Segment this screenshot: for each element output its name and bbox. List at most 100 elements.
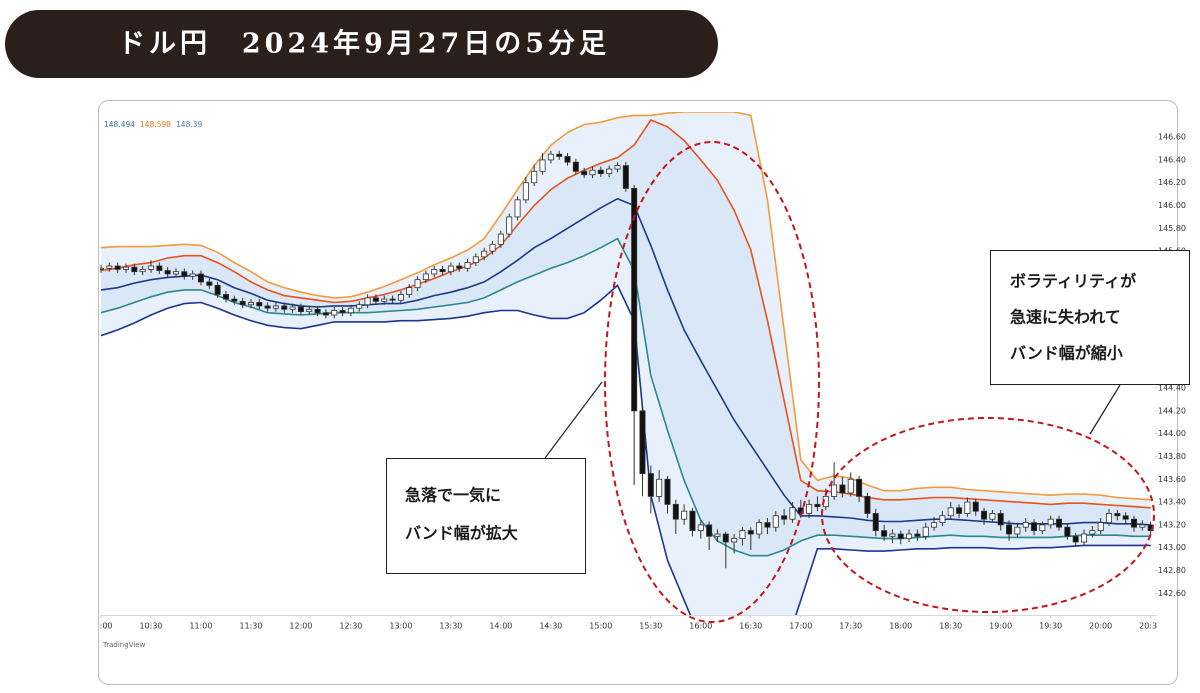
- candle-body: [764, 522, 771, 528]
- candle-body: [547, 153, 554, 161]
- y-tick-label: 146.00: [1158, 201, 1186, 210]
- candle-body: [464, 262, 471, 269]
- candle-body: [631, 188, 638, 412]
- candle-body: [956, 507, 963, 514]
- x-tick-label: 15:30: [639, 622, 662, 631]
- candle-body: [997, 513, 1004, 526]
- x-tick-label: 14:00: [489, 622, 512, 631]
- annotation-box: [386, 458, 586, 574]
- candle-body: [364, 297, 371, 306]
- candle-body: [156, 265, 163, 271]
- y-tick-label: 146.20: [1158, 178, 1186, 187]
- y-tick-label: 143.60: [1158, 475, 1186, 484]
- annotation-text: バンド幅が拡大: [405, 524, 518, 543]
- callout-line: [544, 381, 603, 459]
- candle-body: [256, 302, 263, 307]
- candle-body: [406, 287, 413, 295]
- candle-body: [831, 484, 838, 497]
- candle-body: [781, 515, 788, 520]
- candle-body: [806, 503, 813, 514]
- candle-body: [281, 305, 288, 310]
- highlight-ellipse: [821, 417, 1155, 613]
- candle-body: [597, 169, 604, 174]
- legend: 148.494 148.598 148.39: [104, 120, 203, 129]
- candle-body: [772, 515, 779, 528]
- y-tick-label: 145.80: [1158, 224, 1186, 233]
- candle-body: [139, 269, 146, 273]
- candle-body: [381, 298, 388, 302]
- x-tick-label: 16:30: [739, 622, 762, 631]
- y-tick-label: 143.20: [1158, 520, 1186, 529]
- candle-body: [239, 300, 246, 306]
- candle-body: [397, 294, 404, 301]
- candle-body: [100, 267, 105, 270]
- band-line: [100, 197, 1151, 526]
- candle-body: [264, 305, 271, 309]
- candle-body: [839, 484, 846, 494]
- candle-body: [147, 265, 154, 270]
- candle-body: [206, 281, 213, 286]
- candle-body: [331, 310, 338, 316]
- candle-body: [964, 501, 971, 514]
- candle-body: [506, 216, 513, 235]
- legend-value: 148.39: [176, 120, 202, 129]
- x-tick-label: 11:00: [189, 622, 212, 631]
- candle-body: [714, 533, 721, 537]
- band-fill: [101, 119, 1151, 556]
- candle-body: [272, 305, 279, 309]
- candle-body: [1131, 518, 1138, 528]
- candle-body: [106, 265, 113, 269]
- candle-body: [939, 515, 946, 524]
- candle-body: [389, 298, 396, 301]
- candle-body: [581, 170, 588, 176]
- candle-body: [131, 266, 138, 273]
- candle-body: [872, 513, 879, 531]
- candle-body: [297, 306, 304, 313]
- candle-body: [1106, 513, 1113, 524]
- candle-body: [247, 302, 254, 306]
- candle-body: [1022, 522, 1029, 528]
- candle-body: [181, 271, 188, 277]
- annotation-text: ボラティリティが: [1010, 272, 1136, 291]
- candle-body: [422, 273, 429, 281]
- candle-body: [789, 507, 796, 520]
- y-tick-label: 144.20: [1158, 406, 1186, 415]
- candle-body: [981, 510, 988, 520]
- y-tick-label: 143.80: [1158, 452, 1186, 461]
- candle-body: [847, 478, 854, 494]
- y-tick-label: 146.60: [1158, 133, 1186, 142]
- candle-body: [1139, 524, 1146, 528]
- x-tick-label: 18:00: [889, 622, 912, 631]
- candle-body: [689, 510, 696, 531]
- x-tick-label: 13:00: [389, 622, 412, 631]
- y-tick-label: 142.60: [1158, 589, 1186, 598]
- candle-body: [614, 165, 621, 170]
- candle-body: [931, 522, 938, 528]
- y-tick-label: 144.00: [1158, 429, 1186, 438]
- candle-body: [972, 501, 979, 512]
- candle-body: [681, 510, 688, 520]
- candle-body: [197, 273, 204, 283]
- candle-body: [114, 265, 121, 270]
- candle-body: [572, 161, 579, 172]
- callout-line: [1089, 384, 1121, 435]
- y-tick-label: 143.40: [1158, 498, 1186, 507]
- x-tick-label: 17:30: [839, 622, 862, 631]
- candle-body: [889, 533, 896, 537]
- candle-body: [814, 503, 821, 508]
- candle-body: [1122, 515, 1129, 520]
- x-tick-label: 10:30: [139, 622, 162, 631]
- candle-body: [947, 507, 954, 517]
- candle-body: [864, 495, 871, 514]
- candle-body: [231, 298, 238, 302]
- candle-body: [1097, 522, 1104, 531]
- candle-body: [1114, 513, 1121, 517]
- candle-body: [164, 270, 171, 275]
- candle-body: [339, 310, 346, 314]
- candle-body: [447, 265, 454, 273]
- x-tick-label: 12:00: [289, 622, 312, 631]
- candle-body: [356, 304, 363, 309]
- candle-body: [1081, 533, 1088, 543]
- x-tick-label: 11:30: [239, 622, 262, 631]
- x-tick-label: 18:30: [939, 622, 962, 631]
